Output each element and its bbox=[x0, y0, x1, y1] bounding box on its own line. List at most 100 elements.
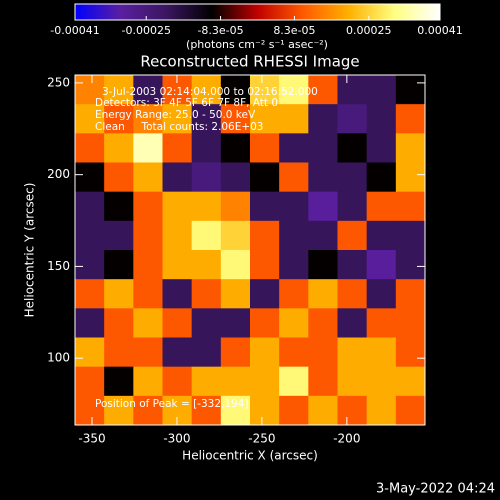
heatmap-cell bbox=[75, 366, 105, 397]
heatmap-cell bbox=[133, 308, 163, 338]
heatmap-cell bbox=[133, 337, 163, 368]
heatmap-cell bbox=[279, 395, 309, 426]
heatmap-cell bbox=[366, 337, 397, 368]
heatmap-cell bbox=[75, 191, 105, 222]
annotation: Position of Peak = [-332,194] bbox=[95, 398, 249, 410]
heatmap-cell bbox=[162, 220, 193, 251]
heatmap-cell bbox=[250, 366, 280, 397]
heatmap-cell bbox=[220, 366, 251, 397]
heatmap-cell bbox=[250, 220, 280, 251]
heatmap-cell bbox=[366, 191, 397, 222]
heatmap-cell bbox=[366, 279, 397, 309]
heatmap-cell bbox=[191, 162, 222, 193]
heatmap-cell bbox=[75, 308, 105, 338]
heatmap-cell bbox=[250, 250, 280, 280]
heatmap-cell bbox=[104, 279, 134, 309]
heatmap-cell bbox=[337, 191, 368, 222]
x-tick-label: -200 bbox=[333, 432, 360, 446]
heatmap-cell bbox=[279, 191, 309, 222]
heatmap-cell bbox=[395, 191, 426, 222]
heatmap-cell bbox=[250, 337, 280, 368]
heatmap-cell bbox=[162, 162, 193, 193]
plot-frame bbox=[74, 74, 426, 426]
heatmap-cell bbox=[395, 220, 426, 251]
annotation: Detectors: 3F 4F 5F 6F 7F 8F, Att 0 bbox=[95, 97, 278, 109]
heatmap-cell bbox=[395, 366, 426, 397]
heatmap-cell bbox=[133, 279, 163, 309]
heatmap-cell bbox=[366, 133, 397, 163]
heatmap-cell bbox=[366, 308, 397, 338]
heatmap-cell bbox=[250, 395, 280, 426]
heatmap-cell bbox=[337, 395, 368, 426]
heatmap-cell bbox=[395, 104, 426, 134]
heatmap-cell bbox=[133, 250, 163, 280]
heatmap-cell bbox=[162, 366, 193, 397]
footer-date: 3-May-2022 04:24 bbox=[376, 482, 495, 497]
heatmap-cell bbox=[308, 337, 338, 368]
heatmap-cell bbox=[395, 279, 426, 309]
heatmap-cell bbox=[250, 162, 280, 193]
heatmap-cell bbox=[308, 308, 338, 338]
heatmap-cell bbox=[133, 191, 163, 222]
heatmap-cell bbox=[104, 104, 134, 134]
y-tick-label: 100 bbox=[47, 351, 70, 365]
heatmap-cell bbox=[279, 133, 309, 163]
heatmap-cell bbox=[395, 162, 426, 193]
heatmap-cell bbox=[104, 366, 134, 397]
y-tick-label: 200 bbox=[47, 167, 70, 181]
heatmap-cell bbox=[133, 366, 163, 397]
heatmap-cell bbox=[220, 308, 251, 338]
heatmap-cell bbox=[337, 220, 368, 251]
colorbar bbox=[74, 3, 441, 21]
heatmap-cell bbox=[308, 133, 338, 163]
heatmap-cell bbox=[133, 162, 163, 193]
heatmap-cell bbox=[220, 337, 251, 368]
heatmap-cell bbox=[366, 250, 397, 280]
heatmap-cell bbox=[395, 250, 426, 280]
heatmap-cell bbox=[191, 308, 222, 338]
colorbar-tick-label: 0.00041 bbox=[417, 24, 463, 37]
heatmap-cell bbox=[250, 75, 280, 105]
heatmap-cell bbox=[308, 220, 338, 251]
heatmap-cell bbox=[75, 133, 105, 163]
heatmap-cell bbox=[337, 162, 368, 193]
heatmap-cell bbox=[337, 337, 368, 368]
heatmap-cell bbox=[133, 395, 163, 426]
heatmap-cell bbox=[337, 250, 368, 280]
heatmap-cell bbox=[366, 162, 397, 193]
heatmap-cell bbox=[366, 366, 397, 397]
y-tick-label: 150 bbox=[47, 259, 70, 273]
heatmap-cell bbox=[191, 250, 222, 280]
y-tick-label: 250 bbox=[47, 75, 70, 89]
heatmap-cell bbox=[395, 337, 426, 368]
chart-title: Reconstructed RHESSI Image bbox=[140, 53, 359, 71]
heatmap-cell bbox=[191, 337, 222, 368]
heatmap-cell bbox=[366, 220, 397, 251]
heatmap-cell bbox=[75, 162, 105, 193]
heatmap-cell bbox=[337, 308, 368, 338]
heatmap-cell bbox=[220, 75, 251, 105]
colorbar-tick-label: -0.00041 bbox=[50, 24, 99, 37]
heatmap-cell bbox=[279, 75, 309, 105]
heatmap-cell bbox=[220, 191, 251, 222]
heatmap-cell bbox=[250, 104, 280, 134]
heatmap-cell bbox=[220, 395, 251, 426]
heatmap-cell bbox=[104, 162, 134, 193]
heatmap-cell bbox=[220, 162, 251, 193]
heatmap-cell bbox=[191, 395, 222, 426]
heatmap-cell bbox=[337, 133, 368, 163]
x-tick-label: -250 bbox=[248, 432, 275, 446]
heatmap-cell bbox=[220, 220, 251, 251]
heatmap-cell bbox=[104, 220, 134, 251]
heatmap-cell bbox=[133, 220, 163, 251]
heatmap-cell bbox=[104, 337, 134, 368]
heatmap-cell bbox=[162, 104, 193, 134]
heatmap-cell bbox=[308, 191, 338, 222]
heatmap-cell bbox=[279, 250, 309, 280]
heatmap-cell bbox=[191, 366, 222, 397]
heatmap-cell bbox=[395, 308, 426, 338]
heatmap-cell bbox=[366, 104, 397, 134]
heatmap-cell bbox=[395, 133, 426, 163]
heatmap-cell bbox=[366, 395, 397, 426]
